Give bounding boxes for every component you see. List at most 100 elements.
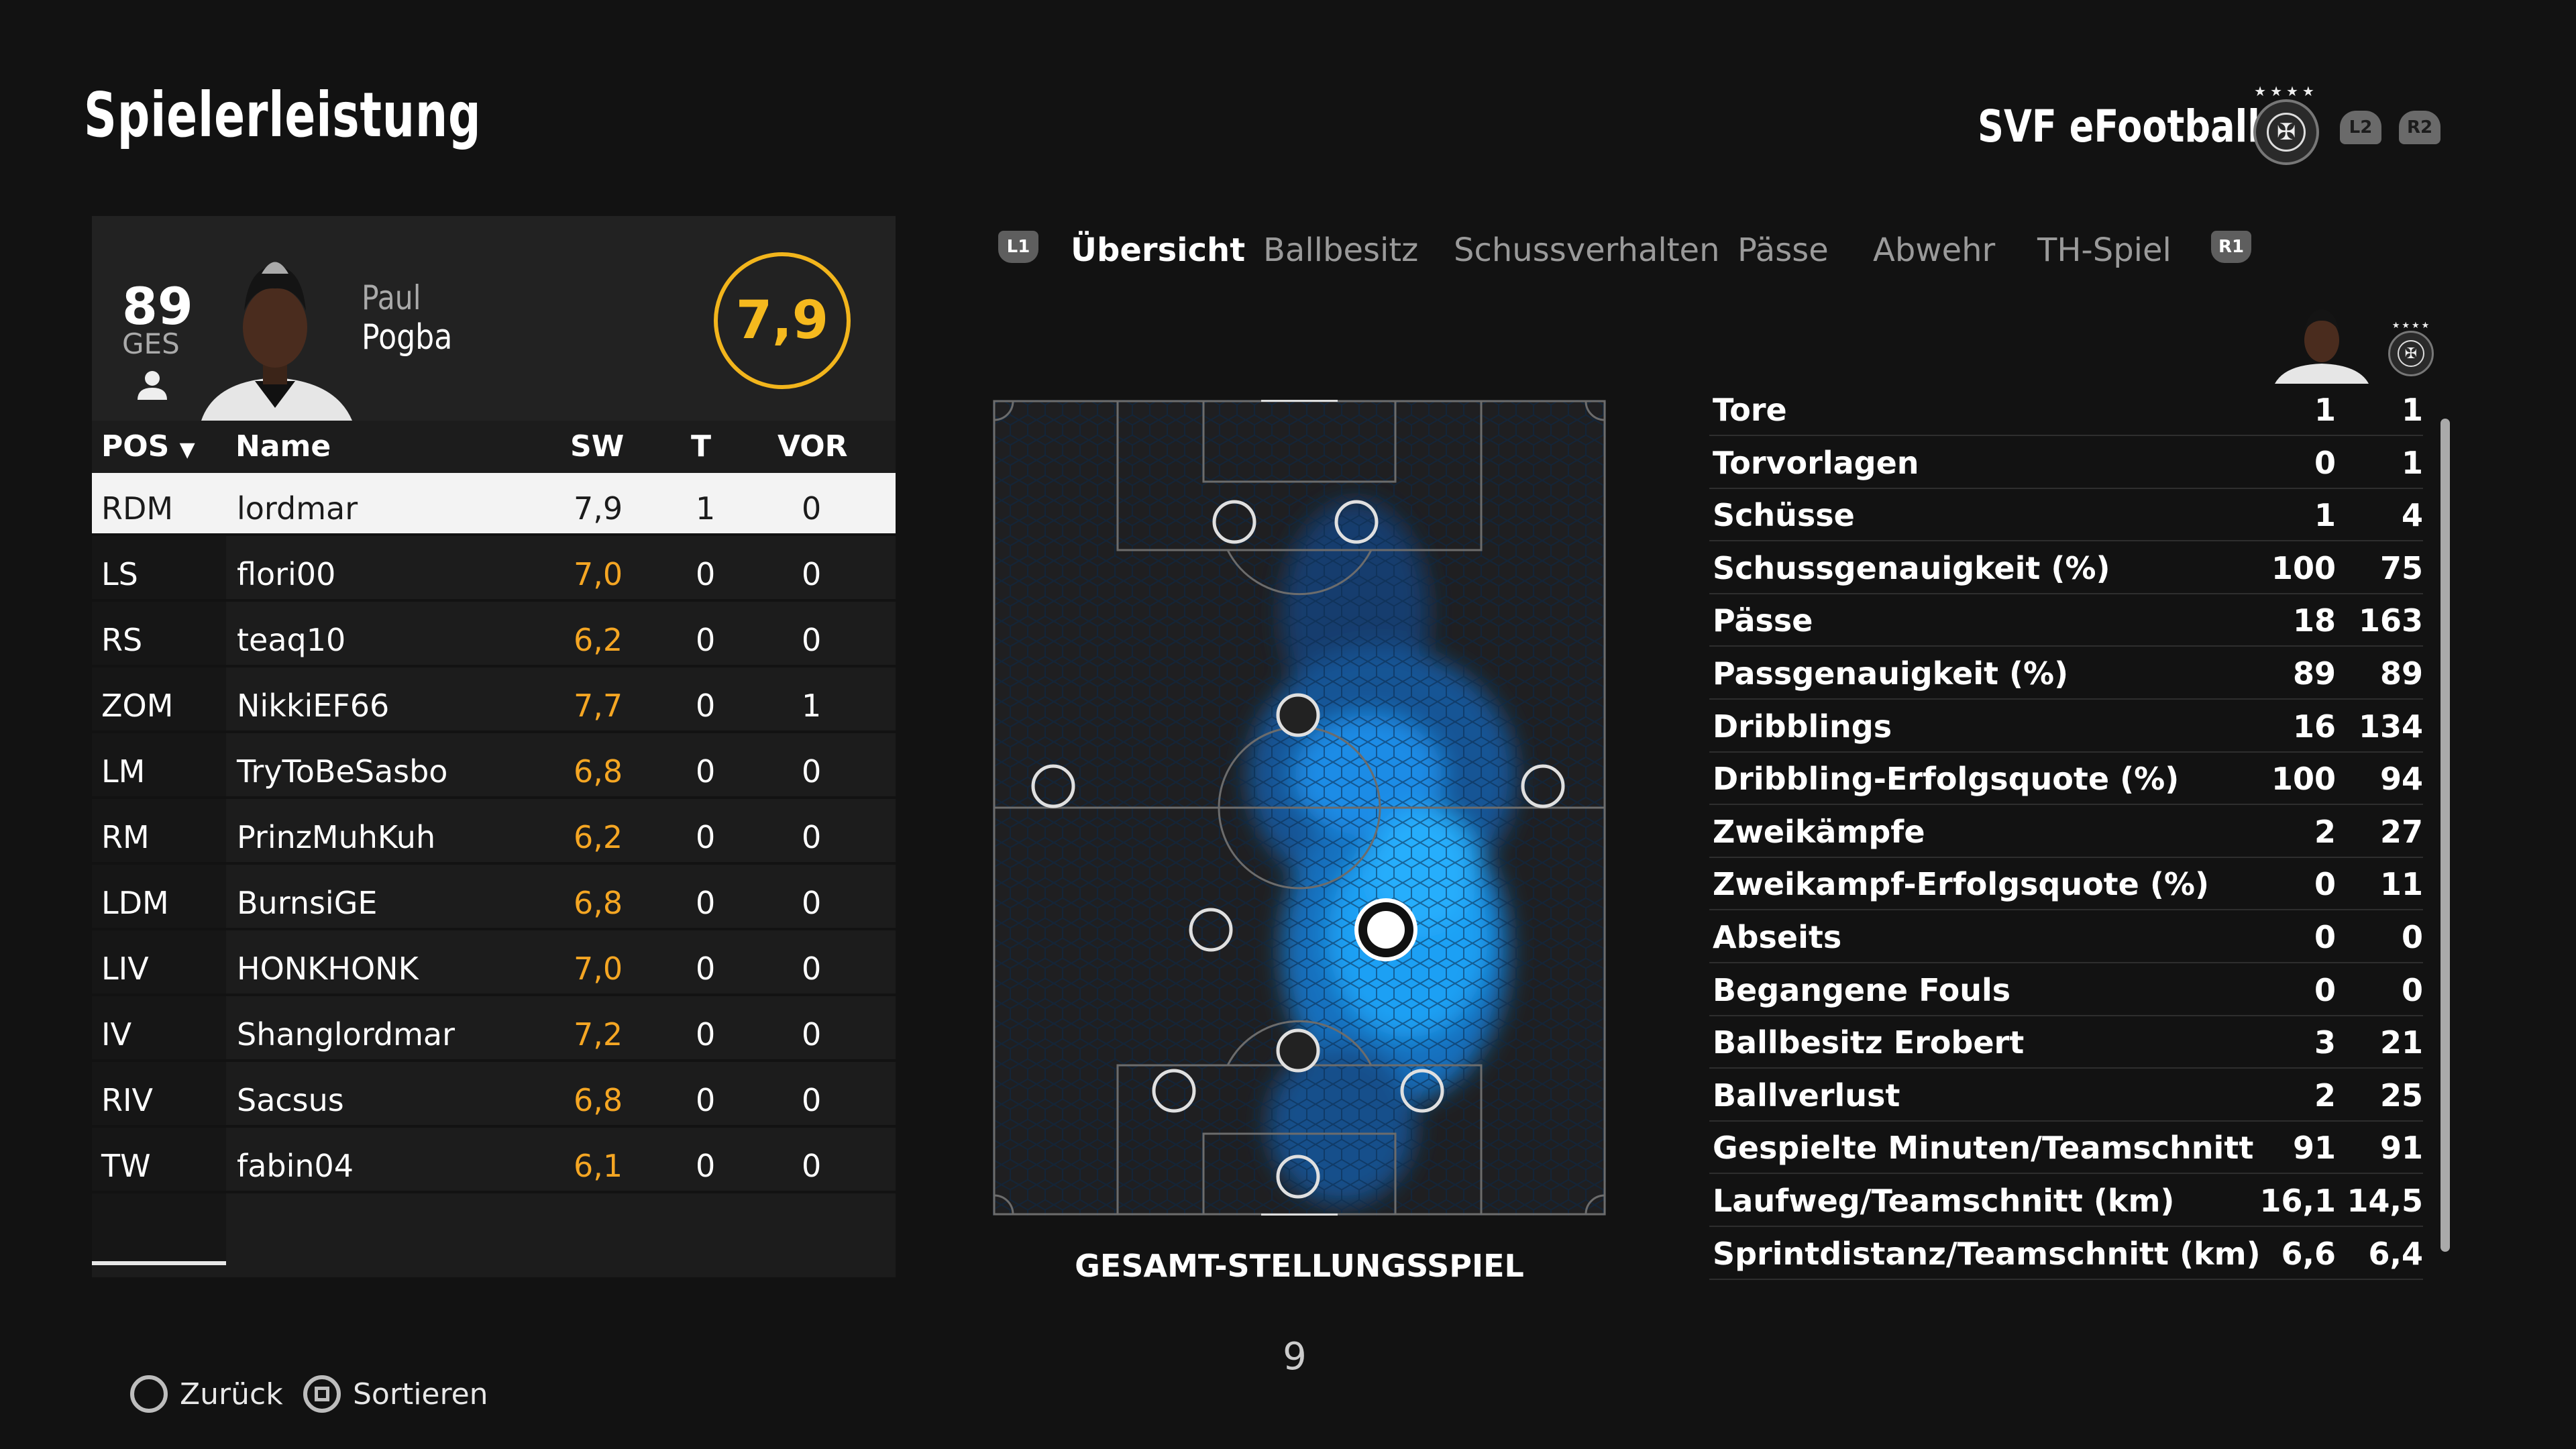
row-sw: 7,0 <box>574 556 623 592</box>
row-separator <box>92 599 896 602</box>
tab-ballbesitz[interactable]: Ballbesitz <box>1263 231 1419 269</box>
row-t: 0 <box>696 753 716 790</box>
sort-button[interactable]: Sortieren <box>303 1370 488 1418</box>
table-row[interactable]: RDM lordmar 7,9 1 0 <box>92 473 896 536</box>
stat-row: Ballbesitz Erobert 3 21 <box>1709 1016 2423 1069</box>
stat-row: Sprintdistanz/Teamschnitt (km) 6,6 6,4 <box>1709 1228 2423 1280</box>
position-column-underline <box>92 1261 226 1265</box>
row-name: NikkiEF66 <box>237 688 390 724</box>
r2-trigger-icon[interactable]: R2 <box>2399 111 2440 144</box>
stat-row: Laufweg/Teamschnitt (km) 16,1 14,5 <box>1709 1175 2423 1227</box>
stat-label: Schussgenauigkeit (%) <box>1713 549 2110 586</box>
stat-team: 6,4 <box>2368 1235 2424 1272</box>
row-separator <box>92 994 896 996</box>
crest-icon: ✠ <box>2253 99 2319 165</box>
row-sw: 7,9 <box>574 490 623 527</box>
table-row[interactable]: TW fabin04 6,1 0 0 <box>92 1130 896 1193</box>
stats-scrollbar[interactable] <box>2440 419 2450 1252</box>
row-separator <box>92 1059 896 1062</box>
row-name: BurnsiGE <box>237 885 378 921</box>
table-row[interactable]: LIV HONKHONK 7,0 0 0 <box>92 933 896 996</box>
team-crest: ★★★★ ✠ <box>2251 83 2321 165</box>
row-vor: 0 <box>802 622 822 658</box>
row-name: flori00 <box>237 556 336 592</box>
stat-label: Begangene Fouls <box>1713 971 2011 1008</box>
table-row[interactable]: ZOM NikkiEF66 7,7 0 1 <box>92 670 896 733</box>
table-row[interactable]: RIV Sacsus 6,8 0 0 <box>92 1065 896 1128</box>
position-column-bg <box>92 473 226 1265</box>
back-label: Zurück <box>180 1377 283 1411</box>
tab-schussverhalten[interactable]: Schussverhalten <box>1454 231 1720 269</box>
r1-button-icon[interactable]: R1 <box>2211 231 2251 263</box>
back-button[interactable]: Zurück <box>130 1370 283 1418</box>
table-row[interactable]: IV Shanglordmar 7,2 0 0 <box>92 999 896 1062</box>
row-vor: 0 <box>802 819 822 855</box>
row-pos: ZOM <box>101 688 174 724</box>
stat-team: 0 <box>2401 919 2423 955</box>
table-row[interactable]: LS flori00 7,0 0 0 <box>92 539 896 602</box>
teammate-position-marker <box>1276 1155 1320 1199</box>
circle-button-icon <box>130 1375 168 1413</box>
row-name: PrinzMuhKuh <box>237 819 436 855</box>
tab-paesse[interactable]: Pässe <box>1737 231 1829 269</box>
teammate-position-marker <box>1152 1069 1196 1113</box>
stat-row: Zweikampf-Erfolgsquote (%) 0 11 <box>1709 858 2423 911</box>
header-sw: SW <box>570 429 625 464</box>
stat-label: Abseits <box>1713 919 1842 955</box>
heatmap-label: GESAMT-STELLUNGSSPIEL <box>1075 1248 1524 1284</box>
stat-label: Tore <box>1713 392 1787 428</box>
stat-team: 11 <box>2379 866 2423 903</box>
stat-divider <box>1709 698 2423 700</box>
person-icon <box>138 371 167 400</box>
stat-divider <box>1709 1014 2423 1016</box>
row-sw: 6,8 <box>574 753 623 790</box>
stat-player: 1 <box>2314 497 2336 534</box>
row-t: 0 <box>696 556 716 592</box>
table-row[interactable]: RS teaq10 6,2 0 0 <box>92 604 896 667</box>
table-row[interactable]: RM PrinzMuhKuh 6,2 0 0 <box>92 802 896 865</box>
tab-abwehr[interactable]: Abwehr <box>1873 231 1996 269</box>
l1-button-icon[interactable]: L1 <box>998 231 1038 263</box>
positional-heatmap <box>993 400 1606 1216</box>
stat-team: 4 <box>2401 497 2423 534</box>
row-vor: 0 <box>802 951 822 987</box>
stat-label: Ballverlust <box>1713 1077 1900 1114</box>
row-t: 0 <box>696 951 716 987</box>
row-name: fabin04 <box>237 1148 354 1184</box>
tab-th-spiel[interactable]: TH-Spiel <box>2037 231 2171 269</box>
header-pos[interactable]: POS ▼ <box>101 429 195 464</box>
stat-label: Laufweg/Teamschnitt (km) <box>1713 1183 2175 1219</box>
table-row[interactable]: LM TryToBeSasbo 6,8 0 0 <box>92 736 896 799</box>
stat-divider <box>1709 1120 2423 1122</box>
row-vor: 0 <box>802 556 822 592</box>
stat-team: 1 <box>2401 444 2423 481</box>
stat-team: 134 <box>2358 708 2423 745</box>
stat-row: Dribblings 16 134 <box>1709 700 2423 753</box>
player-first-name: Paul <box>362 278 421 317</box>
row-vor: 0 <box>802 1016 822 1053</box>
teammate-position-marker <box>1031 764 1075 808</box>
row-sw: 7,2 <box>574 1016 623 1053</box>
row-sw: 7,7 <box>574 688 623 724</box>
stat-divider <box>1709 592 2423 594</box>
stat-team: 0 <box>2401 971 2423 1008</box>
player-last-name: Pogba <box>362 317 453 358</box>
l2-trigger-icon[interactable]: L2 <box>2340 111 2381 144</box>
row-name: lordmar <box>237 490 358 527</box>
stat-divider <box>1709 804 2423 806</box>
stat-row: Abseits 0 0 <box>1709 911 2423 963</box>
row-name: teaq10 <box>237 622 346 658</box>
tab-uebersicht[interactable]: Übersicht <box>1071 231 1246 269</box>
square-button-icon <box>303 1375 341 1413</box>
overall-label: GES <box>122 327 180 360</box>
row-pos: LS <box>101 556 138 592</box>
row-t: 0 <box>696 1148 716 1184</box>
stat-player: 0 <box>2314 971 2336 1008</box>
stat-label: Sprintdistanz/Teamschnitt (km) <box>1713 1235 2261 1272</box>
stat-row: Torvorlagen 0 1 <box>1709 437 2423 489</box>
row-separator <box>92 665 896 667</box>
stat-divider <box>1709 435 2423 436</box>
page-number: 9 <box>1283 1335 1307 1379</box>
table-row[interactable]: LDM BurnsiGE 6,8 0 0 <box>92 867 896 930</box>
sort-label: Sortieren <box>353 1377 488 1411</box>
